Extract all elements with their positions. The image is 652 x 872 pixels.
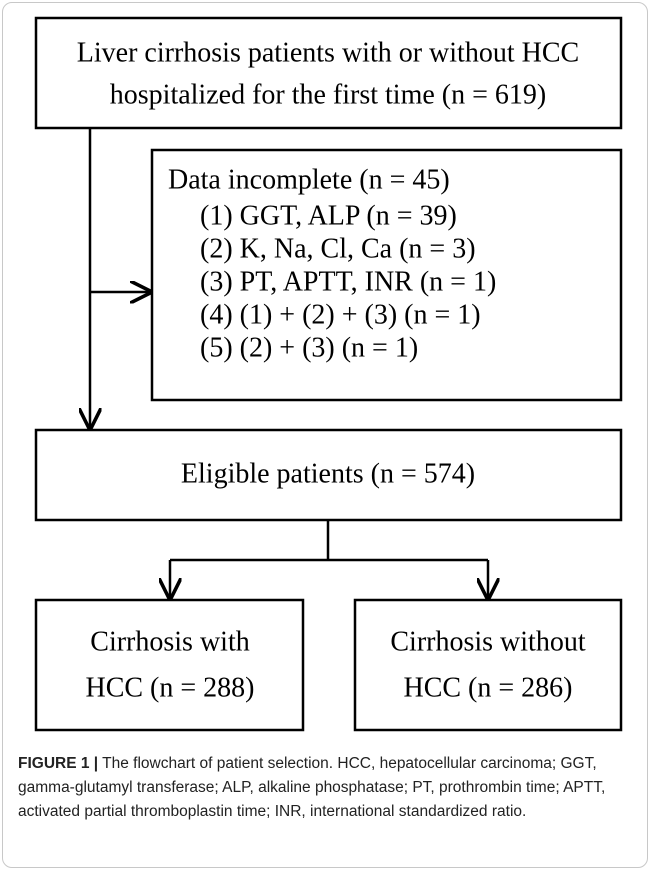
- box: [150, 148, 623, 402]
- flowchart: Liver cirrhosis patients with or without…: [34, 16, 623, 732]
- node-text: (1) GGT, ALP (n = 39): [200, 200, 457, 231]
- node-text: Liver cirrhosis patients with or without…: [77, 37, 579, 68]
- node-text: (5) (2) + (3) (n = 1): [200, 332, 418, 363]
- caption-label: FIGURE 1 |: [18, 755, 99, 772]
- node-text: Cirrhosis without: [390, 626, 585, 657]
- node-text: hospitalized for the first time (n = 619…: [110, 79, 546, 110]
- caption-text: The flowchart of patient selection. HCC,…: [18, 755, 606, 820]
- node-text: HCC (n = 286): [403, 672, 572, 703]
- node-text: Eligible patients (n = 574): [181, 458, 475, 489]
- caption: FIGURE 1 | The flowchart of patient sele…: [18, 752, 634, 824]
- node-text: (3) PT, APTT, INR (n = 1): [200, 266, 496, 297]
- box: [353, 598, 623, 732]
- node-text: HCC (n = 288): [85, 672, 254, 703]
- node-text: (2) K, Na, Cl, Ca (n = 3): [200, 233, 476, 264]
- box: [34, 598, 305, 732]
- node-text: (4) (1) + (2) + (3) (n = 1): [200, 299, 481, 330]
- node-text: Data incomplete (n = 45): [168, 164, 450, 195]
- node-text: Cirrhosis with: [90, 626, 249, 657]
- box: [34, 16, 623, 130]
